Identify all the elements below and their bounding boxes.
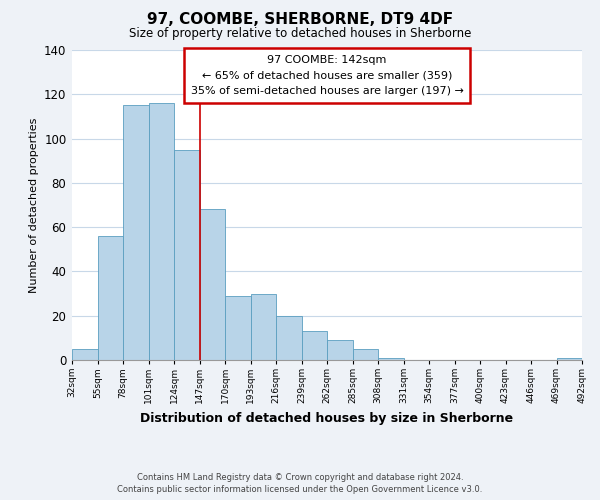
Bar — [149, 103, 174, 360]
Bar — [327, 340, 353, 360]
Text: 97, COOMBE, SHERBORNE, DT9 4DF: 97, COOMBE, SHERBORNE, DT9 4DF — [147, 12, 453, 28]
Bar — [378, 358, 404, 360]
Bar — [557, 358, 582, 360]
Bar — [123, 106, 149, 360]
Bar — [225, 296, 251, 360]
Bar — [174, 150, 199, 360]
X-axis label: Distribution of detached houses by size in Sherborne: Distribution of detached houses by size … — [140, 412, 514, 424]
Bar — [72, 349, 97, 360]
Bar — [251, 294, 276, 360]
Y-axis label: Number of detached properties: Number of detached properties — [29, 118, 38, 292]
Text: Contains HM Land Registry data © Crown copyright and database right 2024.
Contai: Contains HM Land Registry data © Crown c… — [118, 472, 482, 494]
Text: Size of property relative to detached houses in Sherborne: Size of property relative to detached ho… — [129, 28, 471, 40]
Bar — [353, 349, 378, 360]
Text: 97 COOMBE: 142sqm
← 65% of detached houses are smaller (359)
35% of semi-detache: 97 COOMBE: 142sqm ← 65% of detached hous… — [191, 54, 463, 96]
Bar — [302, 331, 327, 360]
Bar — [276, 316, 302, 360]
Bar — [199, 210, 225, 360]
Bar — [97, 236, 123, 360]
